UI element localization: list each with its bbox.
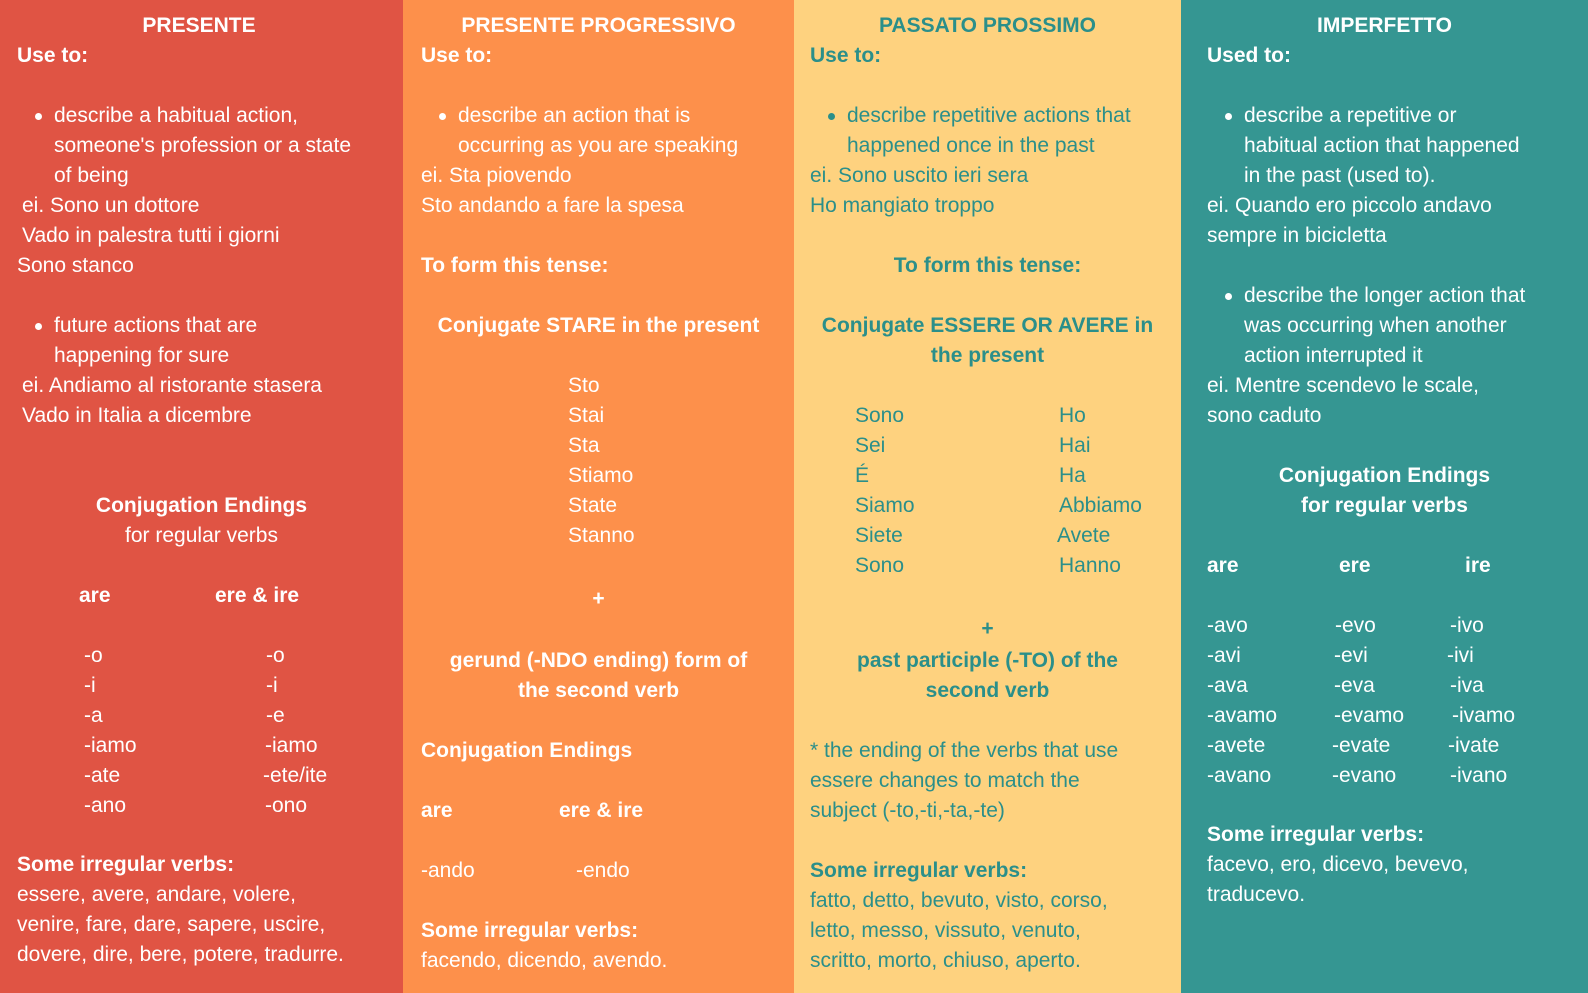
imperfetto-use-to: Used to: (1207, 44, 1291, 67)
progressivo-gerund: the second verb (517, 679, 680, 702)
progressivo-irregular-line: facendo, dicendo, avendo. (421, 949, 668, 972)
progressivo-gerund: gerund (-NDO ending) form of (449, 649, 748, 672)
presente-irregular-line: essere, avere, andare, volere, (17, 883, 296, 906)
imperfetto-title: IMPERFETTO (1317, 14, 1452, 37)
imperfetto-bullet-2: describe the longer action that was occur… (1224, 281, 1525, 371)
passato-conjugate: the present (930, 344, 1045, 367)
passato-note: * the ending of the verbs that use (810, 739, 1119, 762)
passato-avere-list: Ho Hai Ha Abbiamo Avete Hanno (1057, 404, 1142, 577)
presente-header-ere-ire: ere & ire (215, 584, 300, 607)
imperfetto-header-ire: ire (1465, 554, 1491, 577)
imperfetto-irregular-line: traducevo. (1207, 883, 1306, 906)
imperfetto-example: ei. Mentre scendevo le scale, (1207, 374, 1479, 397)
presente-bullet-2: future actions that are happening for sur… (34, 311, 257, 371)
imperfetto-endings-subtitle: for regular verbs (1301, 494, 1468, 517)
progressivo-example: Sto andando a fare la spesa (421, 194, 684, 217)
imperfetto-example: ei. Quando ero piccolo andavo (1207, 194, 1492, 217)
imperfetto-header-ere: ere (1339, 554, 1371, 577)
progressivo-ending-ere: -endo (576, 859, 630, 882)
imperfetto-endings-title: Conjugation Endings (1278, 464, 1491, 487)
imperfetto-column: IMPERFETTO Used to: describe a repetitiv… (1181, 0, 1588, 993)
passato-participle: past participle (-TO) of the (857, 649, 1118, 672)
presente-endings-are: -o -i -a -iamo -ate -ano (84, 644, 137, 817)
presente-bullet-1: describe a habitual action, someone's pro… (34, 101, 351, 191)
progressivo-ending-are: -ando (421, 859, 475, 882)
imperfetto-irregular-line: facevo, ero, dicevo, bevevo, (1207, 853, 1469, 876)
passato-irregular-line: scritto, morto, chiuso, aperto. (810, 949, 1081, 972)
passato-example: Ho mangiato troppo (810, 194, 995, 217)
presente-endings-subtitle: for regular verbs (125, 524, 278, 547)
passato-use-to: Use to: (810, 44, 882, 67)
imperfetto-irregular-title: Some irregular verbs: (1207, 823, 1425, 846)
presente-example: ei. Andiamo al ristorante stasera (22, 374, 322, 397)
progressivo-header-ere-ire: ere & ire (559, 799, 644, 822)
progressivo-form-title: To form this tense: (421, 254, 609, 277)
passato-irregular-title: Some irregular verbs: (810, 859, 1028, 882)
imperfetto-example: sempre in bicicletta (1207, 224, 1387, 247)
imperfetto-example: sono caduto (1207, 404, 1322, 427)
presente-endings-title: Conjugation Endings (95, 494, 308, 517)
presente-irregular-line: venire, fare, dare, sapere, uscire, (17, 913, 326, 936)
passato-example: ei. Sono uscito ieri sera (810, 164, 1029, 187)
presente-column: PRESENTE Use to: describe a habitual act… (0, 0, 403, 993)
progressivo-irregular-title: Some irregular verbs: (421, 919, 639, 942)
progressivo-header-are: are (421, 799, 453, 822)
presente-header-are: are (79, 584, 111, 607)
presente-example: ei. Sono un dottore (22, 194, 200, 217)
passato-note: subject (-to,-ti,-ta,-te) (810, 799, 1005, 822)
passato-plus: + (981, 617, 994, 640)
progressivo-plus: + (592, 587, 605, 610)
imperfetto-bullet-1: describe a repetitive or habitual action … (1225, 101, 1520, 191)
presente-endings-ere: -o -i -e -iamo -ete/ite -ono (263, 644, 328, 817)
passato-form-title: To form this tense: (893, 254, 1082, 277)
passato-title: PASSATO PROSSIMO (878, 14, 1097, 37)
presente-example: Sono stanco (17, 254, 134, 277)
presente-irregular-line: dovere, dire, bere, potere, tradurre. (17, 943, 344, 966)
presente-title: PRESENTE (142, 14, 256, 37)
passato-bullet-1: describe repetitive actions that happened… (828, 101, 1131, 161)
progressivo-use-to: Use to: (421, 44, 493, 67)
progressivo-bullet-1: describe an action that is occurring as y… (438, 101, 738, 161)
presente-irregular-title: Some irregular verbs: (17, 853, 235, 876)
progressivo-stare-list: Sto Stai Sta Stiamo State Stanno (568, 374, 635, 547)
progressivo-example: ei. Sta piovendo (421, 164, 572, 187)
passato-irregular-line: letto, messo, vissuto, venuto, (810, 919, 1081, 942)
imperfetto-endings-ire: -ivo -ivi -iva -ivamo -ivate -ivano (1447, 614, 1516, 787)
passato-participle: second verb (925, 679, 1050, 702)
presente-use-to: Use to: (17, 44, 89, 67)
progressivo-column: PRESENTE PROGRESSIVO Use to: describe an… (403, 0, 794, 993)
passato-conjugate: Conjugate ESSERE OR AVERE in (821, 314, 1154, 337)
passato-column: PASSATO PROSSIMO Use to: describe repeti… (794, 0, 1181, 993)
passato-irregular-line: fatto, detto, bevuto, visto, corso, (810, 889, 1108, 912)
imperfetto-endings-ere: -evo -evi -eva -evamo -evate -evano (1332, 614, 1405, 787)
passato-essere-list: Sono Sei É Siamo Siete Sono (855, 404, 915, 577)
presente-example: Vado in Italia a dicembre (22, 404, 252, 427)
passato-note: essere changes to match the (810, 769, 1080, 792)
presente-example: Vado in palestra tutti i giorni (22, 224, 280, 247)
progressivo-conjugate: Conjugate STARE in the present (437, 314, 760, 337)
imperfetto-endings-are: -avo -avi -ava -avamo -avete -avano (1207, 614, 1278, 787)
progressivo-endings-title: Conjugation Endings (421, 739, 633, 762)
imperfetto-header-are: are (1207, 554, 1239, 577)
progressivo-title: PRESENTE PROGRESSIVO (461, 14, 736, 37)
